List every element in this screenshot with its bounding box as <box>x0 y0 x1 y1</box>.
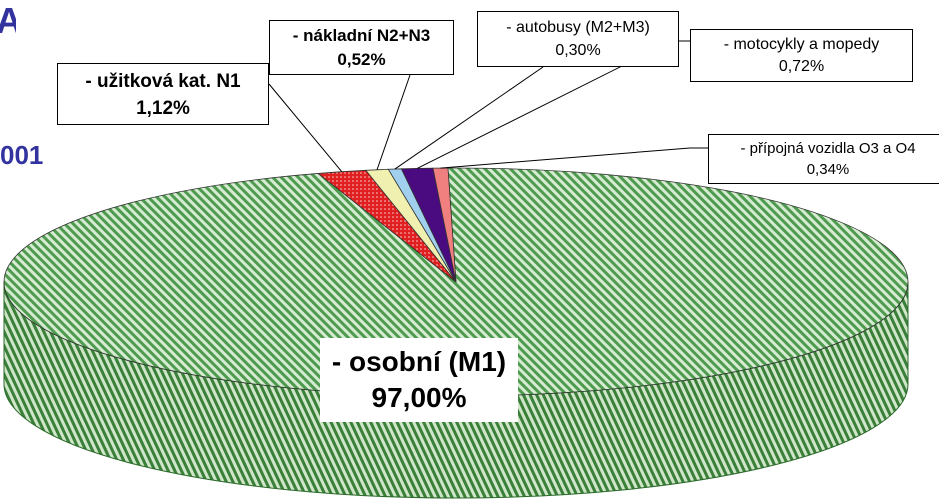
leader-line-uzitkova-n1 <box>268 83 343 173</box>
leader-line-nakladni <box>376 74 411 170</box>
leader-line-autobusy <box>394 66 544 170</box>
data-label-osobni-m1: - osobní (M1) 97,00% <box>320 338 518 422</box>
slice-pripojna-vozidla <box>432 167 457 283</box>
data-label-motocykly: - motocykly a mopedy 0,72% <box>690 29 913 82</box>
title-fragment-top: A <box>0 0 16 41</box>
leader-line-pripojna <box>440 147 708 169</box>
data-label-uzitkova-n1: - užitková kat. N1 1,12% <box>57 63 269 125</box>
title-fragment-year: 001 <box>0 140 44 170</box>
data-label-autobusy: - autobusy (M2+M3) 0,30% <box>477 11 679 67</box>
data-label-pripojna-vozidla: - přípojná vozidla O3 a O4 0,34% <box>708 134 939 184</box>
data-label-nakladni-n2-n3: - nákladní N2+N3 0,52% <box>269 20 454 75</box>
